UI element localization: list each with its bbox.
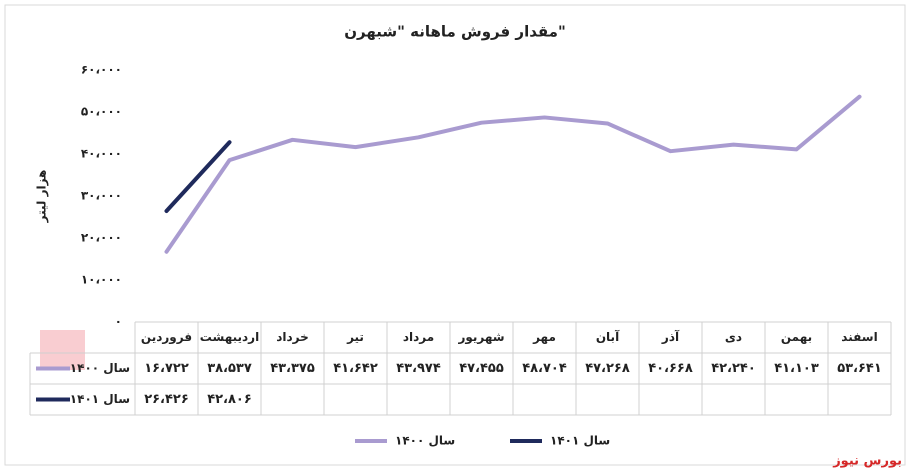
legend-label: سال ۱۴۰۰ (395, 434, 455, 448)
table-value: ۱۶،۷۲۲ (144, 361, 189, 376)
frame (4, 4, 906, 466)
x-tick-label: بهمن (781, 330, 812, 344)
table-value: ۴۲،۸۰۶ (207, 392, 252, 407)
x-tick-label: شهریور (457, 330, 504, 345)
series-line (164, 140, 232, 214)
x-tick-label: تیر (346, 330, 364, 344)
table-value: ۴۱،۱۰۳ (774, 361, 819, 376)
y-tick-label: ۴۰،۰۰۰ (81, 147, 122, 161)
x-tick-label: مرداد (403, 330, 434, 344)
x-tick-label: آبان (596, 329, 620, 344)
table-value: ۴۷،۲۶۸ (585, 361, 630, 376)
x-tick-label: دی (725, 330, 742, 344)
source: بورس نیوز (832, 454, 902, 469)
x-tick-label: اسفند (841, 330, 877, 344)
y-tick-label: ۶۰،۰۰۰ (81, 63, 122, 77)
x-tick-label: آذر (661, 329, 680, 344)
row-label: سال ۱۴۰۰ (70, 361, 130, 375)
y-tick-label: ۱۰،۰۰۰ (81, 273, 122, 287)
table-value: ۳۸،۵۳۷ (207, 361, 252, 376)
row-label: سال ۱۴۰۱ (70, 392, 130, 406)
table-value: ۴۷،۴۵۵ (459, 361, 504, 376)
y-axis-title: هزار لیتر (35, 170, 49, 224)
legend-label: سال ۱۴۰۱ (550, 434, 610, 448)
series-line (164, 94, 862, 254)
table-value: ۴۸،۷۰۴ (522, 361, 567, 376)
x-tick-label: فروردین (141, 330, 192, 345)
table-value: ۵۳،۶۴۱ (837, 361, 882, 376)
table-value: ۲۶،۴۲۶ (144, 392, 189, 407)
y-tick-label: ۳۰،۰۰۰ (81, 189, 122, 203)
x-tick-label: خرداد (276, 330, 309, 344)
y-tick-label: ۵۰،۰۰۰ (81, 105, 122, 119)
x-tick-label: اردیبهشت (200, 330, 259, 344)
x-tick-label: مهر (532, 330, 556, 344)
logo (40, 330, 85, 370)
table-value: ۴۲،۲۴۰ (711, 361, 756, 376)
table-value: ۴۳،۹۷۴ (396, 361, 441, 376)
table-value: ۴۳،۳۷۵ (270, 361, 315, 376)
y-tick-label: ۰ (115, 315, 122, 329)
table-value: ۴۱،۶۴۲ (333, 361, 378, 376)
y-tick-label: ۲۰،۰۰۰ (81, 231, 122, 245)
table-value: ۴۰،۶۶۸ (648, 361, 693, 376)
chart-title: مقدار فروش ماهانه "شبهرن" (344, 23, 566, 41)
